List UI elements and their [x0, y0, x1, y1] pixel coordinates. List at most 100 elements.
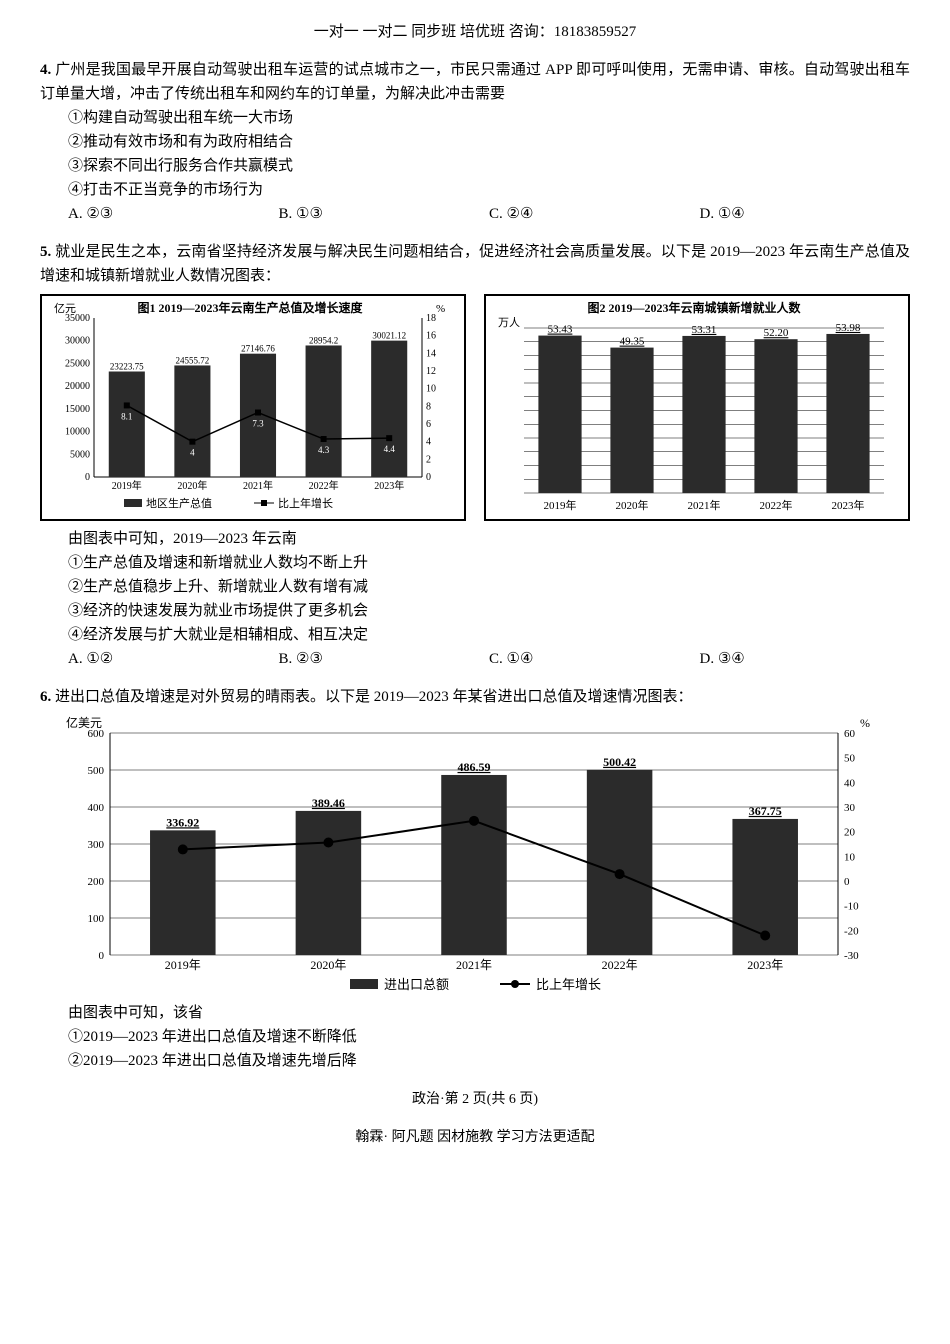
svg-text:336.92: 336.92 [166, 815, 199, 829]
q5-stem: 5. 就业是民生之本，云南省坚持经济发展与解决民生问题相结合，促进经济社会高质量… [40, 240, 910, 288]
svg-text:0: 0 [99, 950, 105, 962]
svg-text:4.3: 4.3 [318, 445, 330, 455]
svg-text:-20: -20 [844, 925, 859, 937]
svg-text:500.42: 500.42 [603, 755, 636, 769]
svg-text:10: 10 [426, 384, 436, 395]
svg-text:4: 4 [190, 448, 195, 458]
svg-text:2019年: 2019年 [112, 479, 142, 492]
svg-text:12: 12 [426, 366, 436, 377]
q5-choice-c: C. ①④ [489, 647, 700, 671]
svg-text:200: 200 [88, 876, 105, 888]
svg-text:-30: -30 [844, 950, 859, 962]
svg-text:25000: 25000 [65, 358, 90, 369]
q5-text: 就业是民生之本，云南省坚持经济发展与解决民生问题相结合，促进经济社会高质量发展。… [40, 244, 910, 284]
svg-text:7.3: 7.3 [252, 419, 264, 429]
q6-opt1: ①2019—2023 年进出口总值及增速不断降低 [68, 1025, 910, 1049]
page-footer1: 政治·第 2 页(共 6 页) [40, 1089, 910, 1111]
svg-text:30021.12: 30021.12 [372, 331, 406, 341]
svg-text:20000: 20000 [65, 381, 90, 392]
svg-text:15000: 15000 [65, 404, 90, 415]
q4-choice-d: D. ①④ [700, 202, 911, 226]
svg-text:2020年: 2020年 [177, 479, 207, 492]
svg-text:2021年: 2021年 [688, 498, 721, 512]
svg-text:2023年: 2023年 [747, 958, 783, 972]
svg-text:10000: 10000 [65, 427, 90, 438]
q4-stem: 4. 广州是我国最早开展自动驾驶出租车运营的试点城市之一，市民只需通过 APP … [40, 58, 910, 106]
q5-choice-d: D. ③④ [700, 647, 911, 671]
svg-text:50: 50 [844, 753, 856, 765]
svg-text:2020年: 2020年 [310, 958, 346, 972]
svg-text:5000: 5000 [70, 449, 90, 460]
svg-text:40: 40 [844, 777, 856, 789]
svg-text:53.43: 53.43 [548, 324, 573, 336]
q5-lead: 由图表中可知，2019—2023 年云南 [68, 527, 910, 551]
question-6: 6. 进出口总值及增速是对外贸易的晴雨表。以下是 2019—2023 年某省进出… [40, 685, 910, 1073]
svg-text:比上年增长: 比上年增长 [536, 977, 601, 992]
svg-text:%: % [860, 716, 870, 730]
svg-text:0: 0 [426, 472, 431, 483]
q5-num: 5. [40, 244, 51, 260]
svg-text:进出口总额: 进出口总额 [384, 977, 449, 992]
svg-text:24555.72: 24555.72 [176, 355, 210, 365]
svg-text:比上年增长: 比上年增长 [278, 496, 333, 510]
svg-text:389.46: 389.46 [312, 796, 345, 810]
q4-opt3: ③探索不同出行服务合作共赢模式 [68, 154, 910, 178]
svg-text:%: % [436, 303, 445, 315]
svg-text:0: 0 [85, 472, 90, 483]
q4-opt2: ②推动有效市场和有为政府相结合 [68, 130, 910, 154]
page-footer2: 翰霖· 阿凡题 因材施教 学习方法更适配 [40, 1127, 910, 1149]
svg-text:30000: 30000 [65, 336, 90, 347]
svg-text:400: 400 [88, 802, 105, 814]
svg-text:60: 60 [844, 728, 856, 740]
q4-choice-b: B. ①③ [279, 202, 490, 226]
svg-text:4: 4 [426, 437, 431, 448]
svg-text:28954.2: 28954.2 [309, 335, 338, 345]
q6-opt2: ②2019—2023 年进出口总值及增速先增后降 [68, 1049, 910, 1073]
question-4: 4. 广州是我国最早开展自动驾驶出租车运营的试点城市之一，市民只需通过 APP … [40, 58, 910, 226]
svg-text:10: 10 [844, 851, 856, 863]
svg-text:600: 600 [88, 728, 105, 740]
q4-choice-c: C. ②④ [489, 202, 700, 226]
q5-choices: A. ①② B. ②③ C. ①④ D. ③④ [68, 647, 910, 671]
svg-text:2021年: 2021年 [243, 479, 273, 492]
svg-text:0: 0 [844, 876, 850, 888]
q5-chart1-svg: 图1 2019—2023年云南生产总值及增长速度亿元%0500010000150… [50, 300, 450, 515]
svg-text:8.1: 8.1 [121, 411, 132, 421]
svg-text:16: 16 [426, 331, 436, 342]
svg-text:4.4: 4.4 [384, 444, 396, 454]
q4-text: 广州是我国最早开展自动驾驶出租车运营的试点城市之一，市民只需通过 APP 即可呼… [40, 62, 910, 102]
svg-text:100: 100 [88, 913, 105, 925]
svg-text:300: 300 [88, 839, 105, 851]
svg-text:27146.76: 27146.76 [241, 344, 275, 354]
q5-choice-a: A. ①② [68, 647, 279, 671]
q4-opt1: ①构建自动驾驶出租车统一大市场 [68, 106, 910, 130]
q4-num: 4. [40, 62, 51, 78]
svg-text:2019年: 2019年 [544, 498, 577, 512]
q4-choice-a: A. ②③ [68, 202, 279, 226]
svg-text:2021年: 2021年 [456, 958, 492, 972]
q5-opt2: ②生产总值稳步上升、新增就业人数有增有减 [68, 575, 910, 599]
svg-text:地区生产总值: 地区生产总值 [146, 496, 212, 510]
q5-charts: 图1 2019—2023年云南生产总值及增长速度亿元%0500010000150… [40, 294, 910, 521]
q5-opt1: ①生产总值及增速和新增就业人数均不断上升 [68, 551, 910, 575]
q5-chart1: 图1 2019—2023年云南生产总值及增长速度亿元%0500010000150… [40, 294, 466, 521]
svg-text:367.75: 367.75 [749, 804, 782, 818]
q5-chart2: 图2 2019—2023年云南城镇新增就业人数万人53.432019年49.35… [484, 294, 910, 521]
q5-opt4: ④经济发展与扩大就业是相辅相成、相互决定 [68, 623, 910, 647]
q6-stem: 6. 进出口总值及增速是对外贸易的晴雨表。以下是 2019—2023 年某省进出… [40, 685, 910, 709]
svg-text:20: 20 [844, 827, 856, 839]
svg-text:18: 18 [426, 313, 436, 324]
svg-text:2023年: 2023年 [374, 479, 404, 492]
svg-text:14: 14 [426, 348, 436, 359]
svg-text:53.31: 53.31 [692, 324, 717, 336]
page-header: 一对一 一对二 同步班 培优班 咨询：18183859527 [40, 20, 910, 44]
svg-text:2022年: 2022年 [602, 958, 638, 972]
question-5: 5. 就业是民生之本，云南省坚持经济发展与解决民生问题相结合，促进经济社会高质量… [40, 240, 910, 671]
svg-text:2019年: 2019年 [165, 958, 201, 972]
svg-text:23223.75: 23223.75 [110, 361, 144, 371]
svg-text:图2 2019—2023年云南城镇新增就业人数: 图2 2019—2023年云南城镇新增就业人数 [587, 300, 801, 315]
svg-text:-10: -10 [844, 901, 859, 913]
svg-text:35000: 35000 [65, 313, 90, 324]
svg-text:53.98: 53.98 [836, 322, 861, 334]
svg-text:49.35: 49.35 [620, 336, 645, 348]
